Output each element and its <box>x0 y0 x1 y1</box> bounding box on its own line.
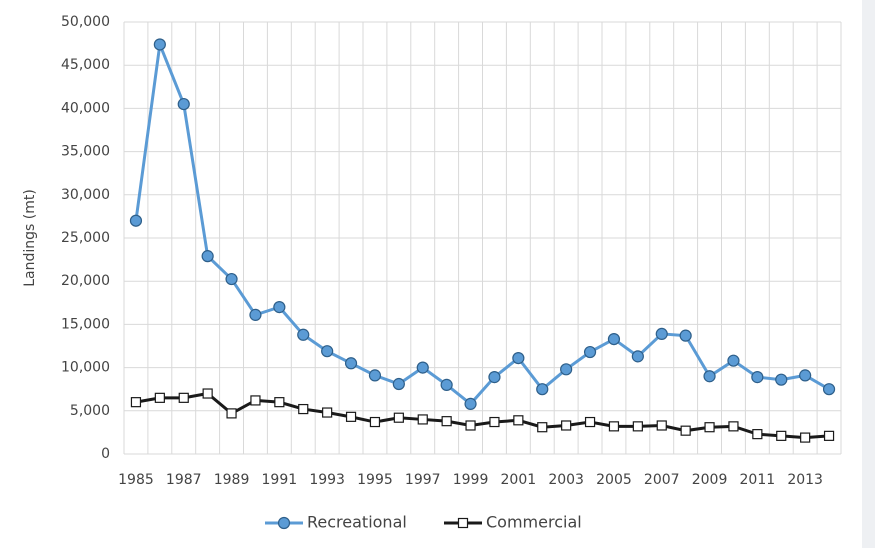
point <box>631 350 644 363</box>
x-tick-label: 2005 <box>596 472 632 488</box>
point <box>345 411 357 422</box>
y-tick-label: 0 <box>101 446 110 462</box>
point <box>727 354 740 367</box>
point <box>297 328 310 341</box>
point <box>488 371 501 384</box>
point <box>703 370 716 383</box>
point <box>679 329 692 342</box>
point <box>775 373 788 386</box>
point <box>441 416 452 427</box>
x-tick-label: 1991 <box>262 472 298 488</box>
point <box>249 308 262 321</box>
point <box>632 421 643 432</box>
point <box>298 403 309 415</box>
y-tick-label: 40,000 <box>61 100 110 116</box>
y-tick-label: 30,000 <box>61 187 110 203</box>
x-tick-label: 1989 <box>214 472 250 488</box>
point <box>154 392 165 403</box>
point <box>823 430 835 441</box>
point <box>177 97 190 111</box>
y-tick-label: 25,000 <box>61 230 110 246</box>
point <box>369 416 381 428</box>
y-tick-label: 50,000 <box>61 14 110 30</box>
point <box>680 425 691 436</box>
y-tick-label: 15,000 <box>61 316 110 332</box>
point <box>560 363 573 376</box>
x-tick-label: 1995 <box>357 472 393 488</box>
y-tick-label: 35,000 <box>61 144 110 160</box>
point <box>607 332 621 346</box>
point <box>752 429 763 440</box>
point <box>322 407 333 418</box>
point <box>178 392 189 403</box>
x-tick-label: 2007 <box>644 472 680 488</box>
x-tick-label: 2011 <box>740 472 776 488</box>
x-tick-label: 1993 <box>309 472 345 488</box>
point <box>537 422 548 433</box>
point <box>130 397 142 408</box>
point <box>368 369 382 382</box>
point <box>655 327 668 341</box>
point <box>704 422 715 433</box>
point <box>800 432 811 443</box>
point <box>273 301 286 314</box>
point <box>561 420 572 431</box>
legend-label: Recreational <box>307 513 407 532</box>
legend-marker <box>457 517 469 529</box>
point <box>417 414 428 425</box>
legend-marker <box>277 516 291 530</box>
y-axis-title: Landings (mt) <box>22 189 38 287</box>
x-tick-label: 2001 <box>501 472 537 488</box>
y-tick-label: 10,000 <box>61 360 110 376</box>
point <box>153 38 166 51</box>
y-tick-label: 5,000 <box>70 403 110 419</box>
point <box>656 420 667 431</box>
point <box>799 369 812 382</box>
point <box>489 416 500 428</box>
point <box>584 416 596 428</box>
point <box>129 214 143 227</box>
point <box>583 345 597 359</box>
point <box>321 345 334 358</box>
point <box>392 377 405 391</box>
point <box>822 383 836 396</box>
x-tick-label: 2013 <box>787 472 823 488</box>
point <box>201 250 214 263</box>
side-strip <box>862 0 875 548</box>
point <box>202 388 213 399</box>
y-tick-label: 45,000 <box>61 57 110 73</box>
x-tick-label: 1987 <box>166 472 202 488</box>
x-tick-label: 1985 <box>118 472 154 488</box>
point <box>776 430 787 441</box>
point <box>513 415 524 426</box>
point <box>465 420 476 431</box>
x-tick-label: 1997 <box>405 472 441 488</box>
x-tick-label: 2003 <box>548 472 584 488</box>
x-tick-label: 2009 <box>692 472 728 488</box>
x-tick-label: 1999 <box>453 472 489 488</box>
point <box>464 397 477 410</box>
point <box>274 397 285 408</box>
point <box>751 371 764 384</box>
point <box>250 395 261 406</box>
point <box>225 272 238 286</box>
point <box>226 408 237 419</box>
point <box>608 421 620 432</box>
y-tick-label: 20,000 <box>61 273 110 289</box>
point <box>440 378 453 391</box>
point <box>728 421 739 432</box>
point <box>393 412 404 423</box>
legend-label: Commercial <box>486 513 582 532</box>
point <box>416 361 429 374</box>
point <box>536 383 549 396</box>
point <box>344 357 358 370</box>
point <box>512 351 525 365</box>
